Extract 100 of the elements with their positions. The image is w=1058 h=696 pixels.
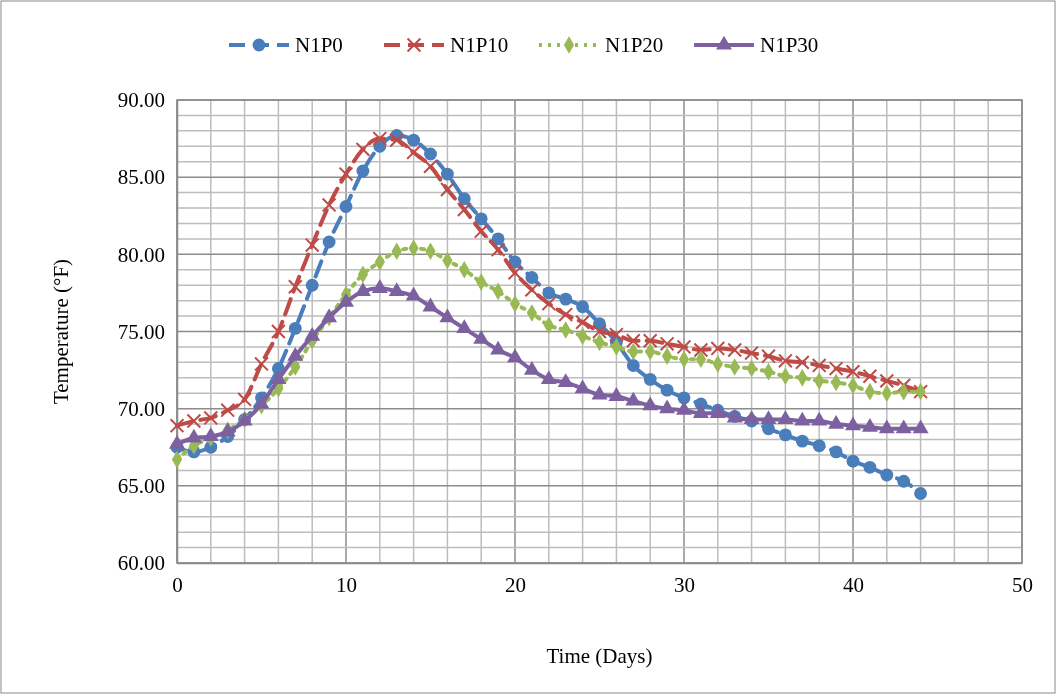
point xyxy=(811,411,828,426)
point xyxy=(795,434,809,448)
point xyxy=(608,387,625,401)
point xyxy=(439,182,455,197)
point xyxy=(794,411,811,426)
point xyxy=(541,296,557,312)
point xyxy=(407,133,421,147)
point xyxy=(253,394,270,409)
point xyxy=(642,333,658,349)
point xyxy=(880,468,894,482)
point xyxy=(828,361,844,376)
legend-label: N1P0 xyxy=(295,33,343,57)
x-tick-label: 20 xyxy=(505,572,526,597)
point xyxy=(220,402,236,418)
point xyxy=(761,348,776,364)
y-axis-title: Temperature (°F) xyxy=(49,258,73,405)
point xyxy=(660,383,674,397)
point xyxy=(576,300,590,314)
point xyxy=(895,419,912,434)
point xyxy=(456,319,473,334)
point xyxy=(237,391,253,407)
point xyxy=(321,308,338,323)
point xyxy=(457,192,471,206)
point xyxy=(829,445,843,459)
point xyxy=(676,401,692,415)
point xyxy=(169,418,185,434)
point xyxy=(473,330,490,344)
point xyxy=(608,327,624,343)
point xyxy=(424,147,437,161)
point xyxy=(693,342,709,358)
point xyxy=(406,145,422,160)
point xyxy=(339,200,353,213)
point xyxy=(574,379,591,394)
point xyxy=(778,428,792,442)
y-tick-label: 80.00 xyxy=(117,242,165,267)
point xyxy=(863,460,877,474)
point xyxy=(643,372,657,386)
point xyxy=(203,410,219,426)
point xyxy=(592,324,607,339)
point xyxy=(474,212,488,226)
legend-label: N1P30 xyxy=(760,33,819,57)
point xyxy=(254,356,269,372)
x-tick-label: 50 xyxy=(1012,572,1033,597)
point xyxy=(507,348,523,363)
point xyxy=(525,271,539,284)
point xyxy=(305,278,319,292)
point xyxy=(304,237,320,253)
point xyxy=(845,364,861,380)
y-tick-label: 70.00 xyxy=(117,396,165,421)
point xyxy=(676,339,692,355)
y-tick-label: 60.00 xyxy=(117,551,165,576)
point xyxy=(321,197,337,213)
point xyxy=(169,434,185,449)
y-tick-label: 90.00 xyxy=(117,88,165,113)
point xyxy=(507,265,523,281)
point xyxy=(202,427,219,442)
point xyxy=(270,370,287,384)
point xyxy=(557,373,574,388)
point xyxy=(744,345,760,361)
x-axis-title: Time (Days) xyxy=(546,644,653,668)
point xyxy=(356,164,370,178)
x-tick-label: 10 xyxy=(336,572,357,597)
point xyxy=(338,166,354,182)
x-tick-label: 0 xyxy=(172,572,183,597)
point xyxy=(559,292,573,306)
point xyxy=(591,385,608,400)
point xyxy=(575,314,591,330)
point xyxy=(355,141,371,157)
point xyxy=(186,413,202,429)
point xyxy=(542,286,556,300)
point xyxy=(642,396,659,411)
point xyxy=(625,391,642,406)
point xyxy=(524,282,540,298)
point xyxy=(760,410,777,425)
legend-label: N1P20 xyxy=(605,33,664,57)
point xyxy=(878,419,895,434)
point xyxy=(845,416,861,431)
point xyxy=(439,308,456,323)
y-tick-label: 75.00 xyxy=(117,319,165,344)
point xyxy=(659,336,675,352)
point xyxy=(185,428,202,443)
point xyxy=(812,439,826,453)
point xyxy=(710,341,726,356)
point xyxy=(659,399,676,414)
point xyxy=(288,321,302,335)
y-tick-label: 85.00 xyxy=(117,165,165,190)
point xyxy=(897,474,911,488)
point xyxy=(491,232,505,246)
point xyxy=(828,414,845,429)
x-tick-label: 30 xyxy=(674,572,695,597)
point xyxy=(677,391,691,405)
point xyxy=(811,358,827,373)
point xyxy=(540,370,557,384)
point xyxy=(625,333,641,349)
point xyxy=(912,419,929,434)
point xyxy=(440,167,454,181)
point xyxy=(914,487,928,500)
point xyxy=(896,378,912,393)
point xyxy=(287,279,303,295)
point xyxy=(558,307,574,322)
